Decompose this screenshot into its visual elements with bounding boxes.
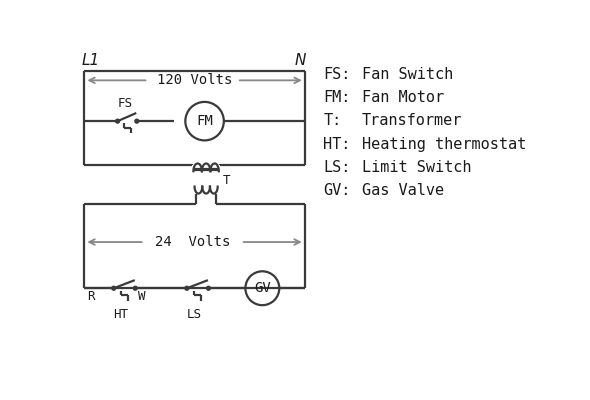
- Text: 120 Volts: 120 Volts: [157, 73, 232, 87]
- Text: FM:: FM:: [323, 90, 350, 105]
- Text: Fan Switch: Fan Switch: [362, 67, 453, 82]
- Text: N: N: [294, 53, 306, 68]
- Circle shape: [112, 286, 116, 290]
- Text: L1: L1: [81, 53, 100, 68]
- Text: 24  Volts: 24 Volts: [155, 235, 230, 249]
- Text: LS:: LS:: [323, 160, 350, 175]
- Text: W: W: [139, 290, 146, 303]
- Circle shape: [116, 119, 120, 123]
- Text: FM: FM: [196, 114, 213, 128]
- Text: T:: T:: [323, 114, 342, 128]
- Text: T: T: [223, 174, 231, 187]
- Text: Transformer: Transformer: [362, 114, 462, 128]
- Circle shape: [133, 286, 137, 290]
- Circle shape: [185, 286, 189, 290]
- Text: Gas Valve: Gas Valve: [362, 183, 444, 198]
- Text: HT: HT: [113, 308, 128, 321]
- Text: R: R: [87, 290, 94, 303]
- Text: GV:: GV:: [323, 183, 350, 198]
- Text: FS:: FS:: [323, 67, 350, 82]
- Text: LS: LS: [186, 308, 201, 321]
- Text: Fan Motor: Fan Motor: [362, 90, 444, 105]
- Text: FS: FS: [118, 97, 133, 110]
- Circle shape: [206, 286, 211, 290]
- Circle shape: [135, 119, 139, 123]
- Text: GV: GV: [254, 281, 271, 295]
- Text: HT:: HT:: [323, 136, 350, 152]
- Text: Heating thermostat: Heating thermostat: [362, 136, 526, 152]
- Text: Limit Switch: Limit Switch: [362, 160, 471, 175]
